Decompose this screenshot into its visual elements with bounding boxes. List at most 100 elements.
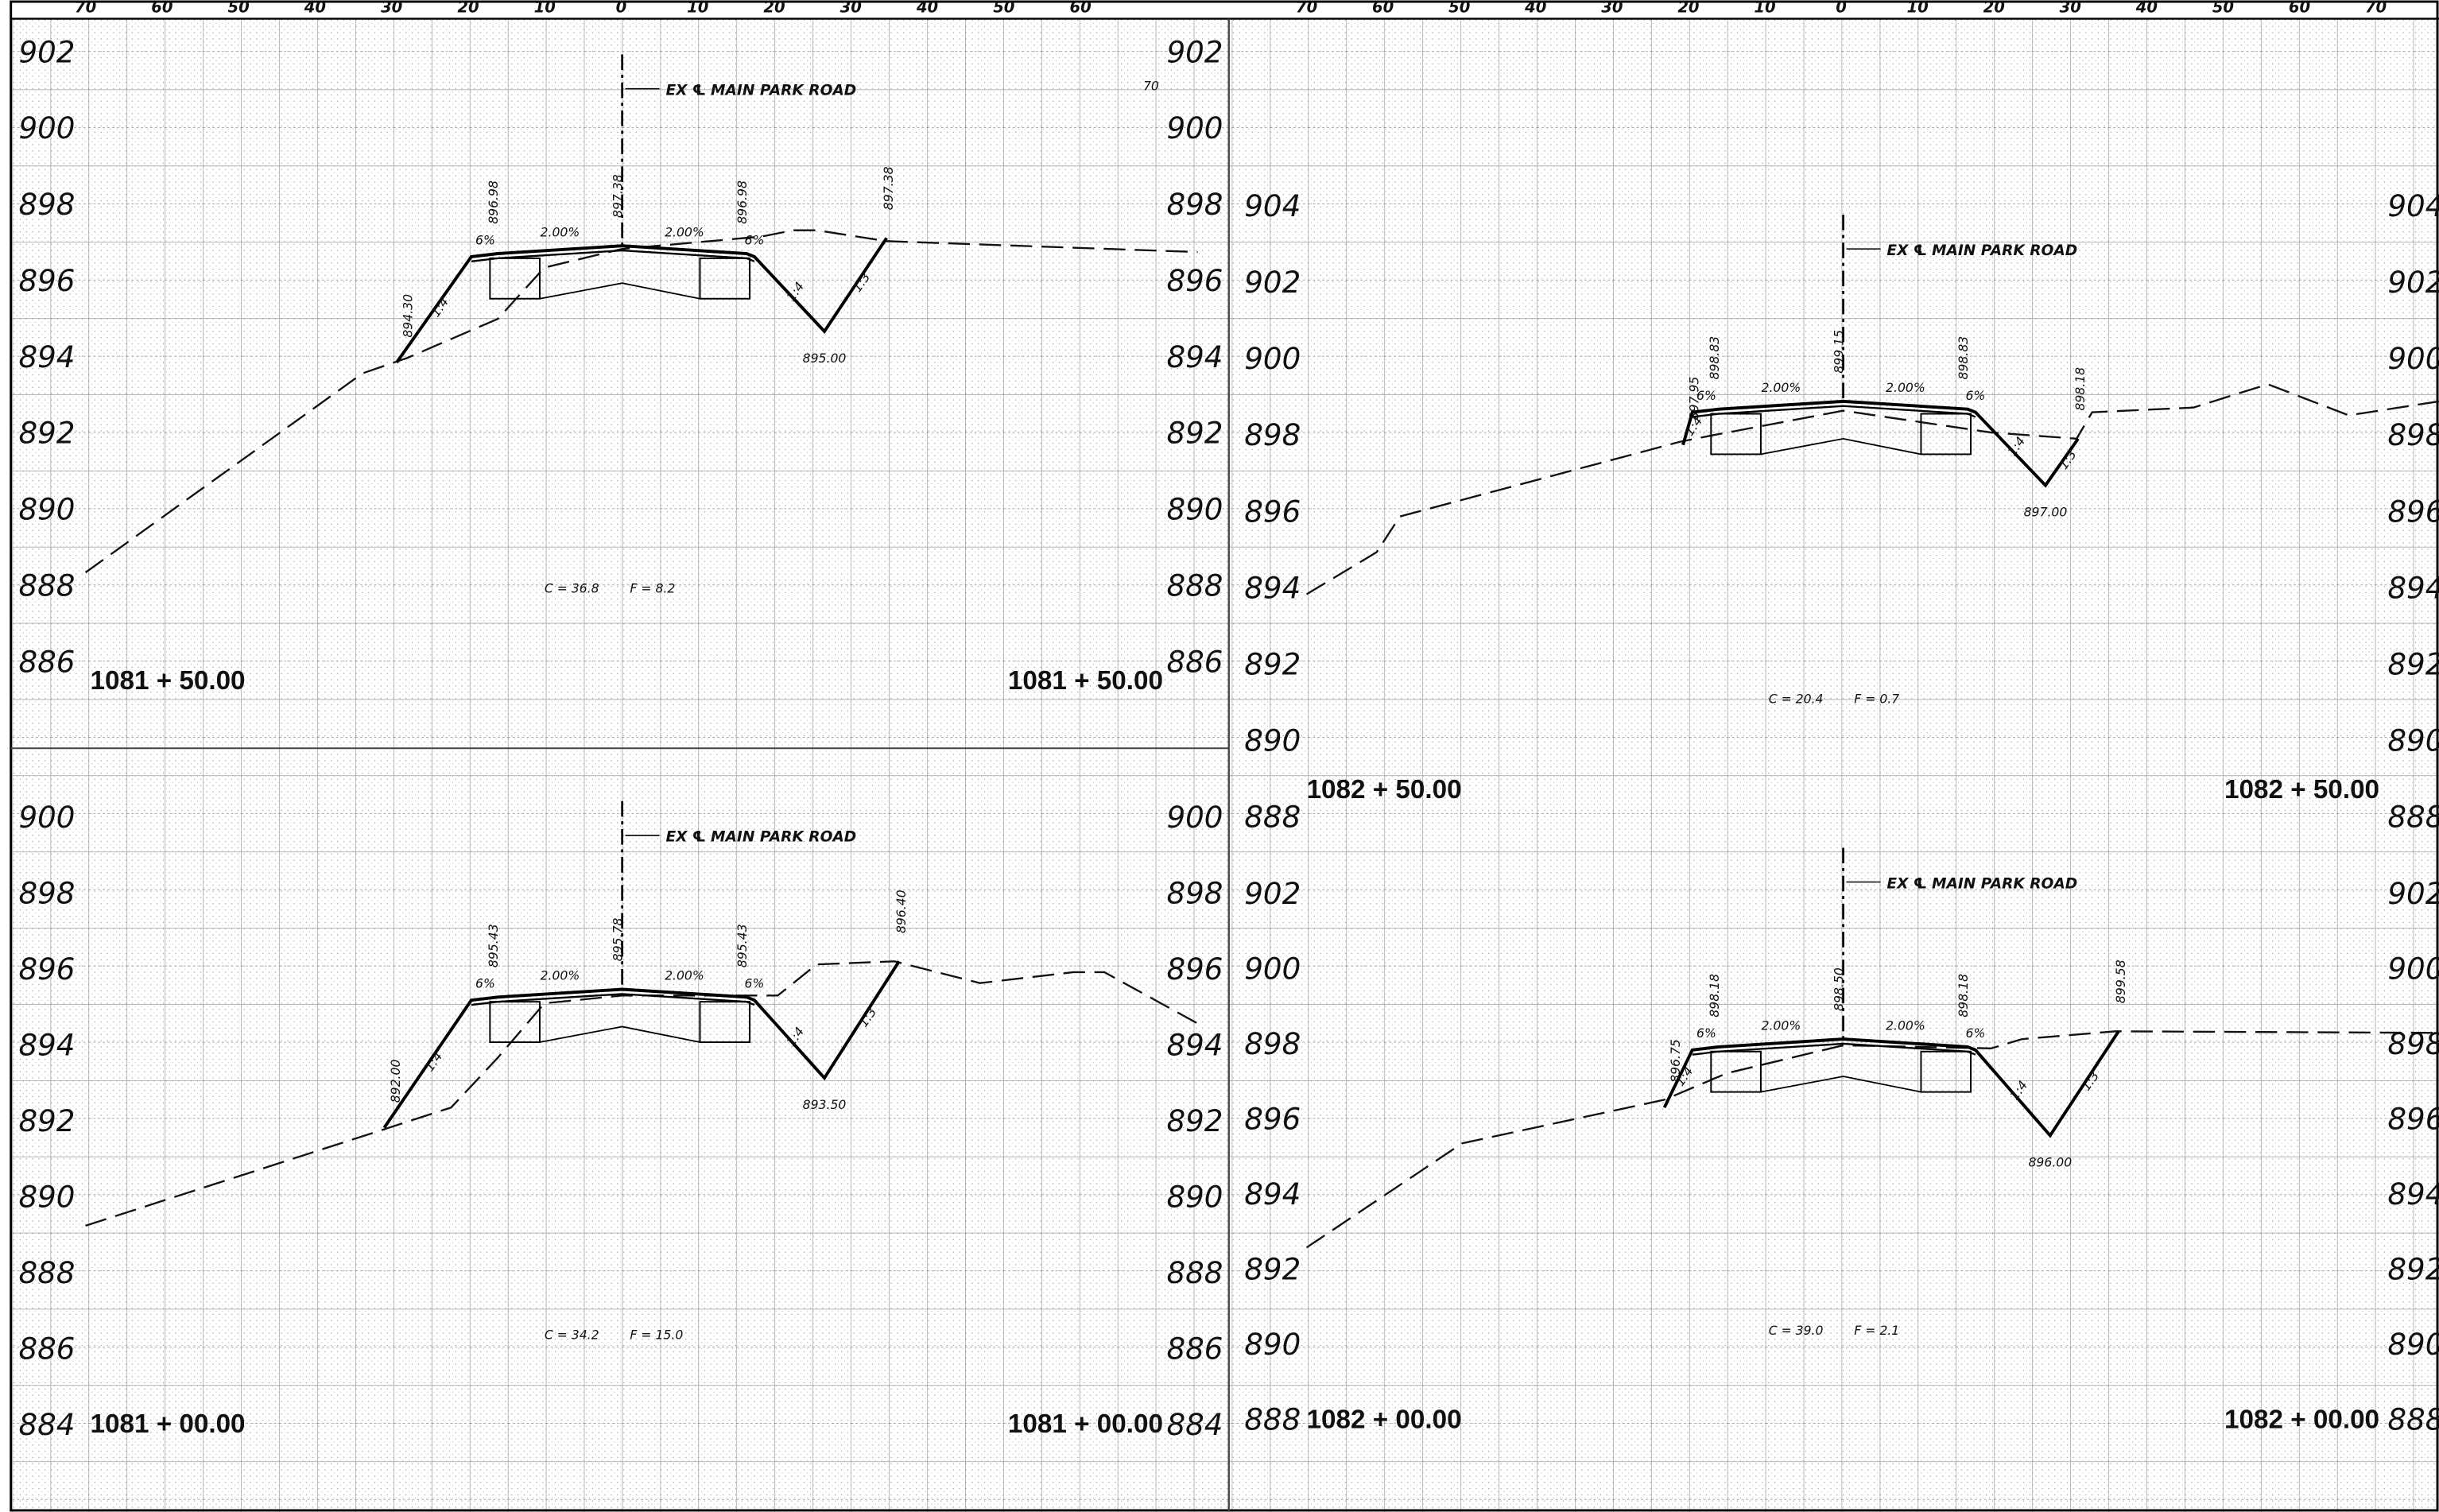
elevation-label: 896 [1244, 494, 1301, 529]
base-box [699, 1001, 751, 1043]
offset-label: 50 [2212, 0, 2234, 17]
offset-label: 20 [457, 0, 479, 17]
fill-quantity: F = 0.7 [1854, 691, 1899, 706]
elevation-label: 886 [1166, 1331, 1223, 1366]
elevation-callout: 896.75 [1668, 1039, 1683, 1083]
elevation-label: 900 [1244, 341, 1301, 376]
slope-label: 6% [745, 232, 765, 247]
elevation-label: 900 [2387, 951, 2439, 986]
offset-label: 30 [1601, 0, 1623, 17]
proposed-template [382, 960, 901, 1129]
elevation-label: 904 [1244, 188, 1301, 223]
slope-label: 2.00% [665, 224, 704, 239]
elevation-callout: 895.78 [611, 917, 626, 961]
grid [10, 18, 2439, 1512]
elevation-label: 900 [2387, 341, 2439, 376]
elevation-label: 892 [18, 416, 75, 451]
elevation-callout: 896.98 [735, 180, 750, 224]
elevation-label: 902 [2387, 876, 2439, 911]
ditch-elevation: 896.00 [2028, 1155, 2072, 1170]
offset-label: 20 [1983, 0, 2005, 17]
elevation-label: 892 [2387, 646, 2439, 681]
elevation-label: 892 [1244, 1251, 1301, 1286]
elevation-label: 894 [2387, 570, 2439, 605]
elevation-label: 896 [1166, 263, 1223, 298]
elevation-label: 902 [18, 34, 75, 69]
proposed-template [1662, 1030, 2120, 1138]
elevation-label: 902 [1244, 876, 1301, 911]
existing-ground [84, 229, 1198, 574]
offset-label: 60 [1372, 0, 1394, 17]
station-label: 1082 + 50.00 [1307, 775, 1462, 804]
elevation-label: 890 [18, 1179, 75, 1214]
elevation-callout: 896.98 [486, 180, 501, 224]
elevation-label: 888 [1166, 568, 1223, 603]
offset-label: 40 [2135, 0, 2158, 17]
offset-label: 30 [2060, 0, 2081, 17]
elevation-label: 894 [1166, 339, 1223, 374]
elevation-label: 892 [2387, 1251, 2439, 1286]
offset-label: 0 [1836, 0, 1847, 17]
elevation-callout: 897.38 [611, 174, 626, 218]
offset-label: 0 [616, 0, 627, 17]
offset-label: 40 [304, 0, 326, 17]
elevation-label: 900 [1244, 951, 1301, 986]
slope-label: 2.00% [541, 224, 580, 239]
offset-label: 50 [1448, 0, 1470, 17]
station-label: 1081 + 00.00 [90, 1409, 245, 1439]
elevation-label: 896 [2387, 1101, 2439, 1136]
fill-quantity: F = 2.1 [1854, 1323, 1899, 1338]
elevation-label: 898 [2387, 417, 2439, 452]
elevation-callout: 898.83 [1707, 336, 1722, 380]
ditch-elevation: 897.00 [2024, 505, 2068, 520]
elevation-label: 894 [1166, 1027, 1223, 1062]
base-box [1920, 413, 1972, 456]
elevation-label: 896 [1244, 1101, 1301, 1136]
fill-quantity: F = 15.0 [630, 1328, 683, 1343]
elevation-label: 888 [18, 1255, 75, 1290]
subgrade [1760, 437, 1921, 456]
slope-label: 2.00% [1886, 380, 1925, 395]
offset-label: 70 [2365, 0, 2387, 17]
elevation-callout: 895.43 [486, 924, 501, 967]
base-box [1710, 413, 1762, 456]
elevation-label: 900 [18, 110, 75, 145]
elevation-label: 888 [1244, 800, 1301, 835]
centerline-label: EX ℄ MAIN PARK ROAD [665, 82, 856, 99]
station-label: 1082 + 00.00 [1307, 1405, 1462, 1434]
elevation-callout: 895.43 [735, 924, 750, 967]
offset-label: 40 [916, 0, 938, 17]
elevation-label: 902 [1244, 265, 1301, 300]
elevation-label: 888 [18, 568, 75, 603]
elevation-label: 896 [1166, 952, 1223, 987]
slope-label: 6% [1696, 388, 1716, 403]
elevation-label: 900 [18, 800, 75, 835]
station-label: 1082 + 00.00 [2224, 1405, 2379, 1434]
elevation-label: 898 [1166, 875, 1223, 910]
elevation-callout: 892.00 [388, 1060, 403, 1103]
offset-label: 10 [687, 0, 708, 17]
elevation-label: 890 [18, 492, 75, 527]
elevation-callout: 897.95 [1687, 377, 1702, 421]
elevation-label: 898 [18, 187, 75, 222]
elevation-label: 888 [1166, 1255, 1223, 1290]
elevation-label: 894 [18, 339, 75, 374]
elevation-label: 898 [1244, 417, 1301, 452]
elevation-callout: 894.30 [401, 294, 416, 338]
cut-quantity: C = 39.0 [1769, 1323, 1824, 1338]
elevation-label: 898 [1166, 187, 1223, 222]
offset-label: 70 [1296, 0, 1317, 17]
elevation-label: 888 [1244, 1402, 1301, 1436]
slope-label: 2.00% [1762, 1018, 1801, 1033]
cut-quantity: C = 20.4 [1769, 691, 1824, 706]
offset-label: 10 [1907, 0, 1929, 17]
offset-label: 60 [1069, 0, 1091, 17]
offset-label: 20 [763, 0, 785, 17]
elevation-label: 894 [1244, 570, 1301, 605]
base-box [1710, 1050, 1762, 1093]
elevation-label: 898 [2387, 1026, 2439, 1061]
elevation-label: 896 [18, 952, 75, 987]
elevation-label: 890 [1166, 1179, 1223, 1214]
